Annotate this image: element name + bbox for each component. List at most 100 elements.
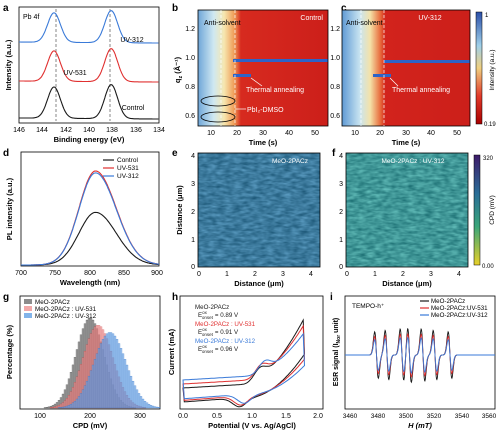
tag-uv312-f: MeO-2PACz : UV-312 bbox=[381, 158, 444, 165]
onset-sup: ox bbox=[202, 327, 208, 332]
histogram-bar bbox=[79, 393, 83, 409]
panel-letter-f: f bbox=[332, 148, 336, 159]
tick: 1 bbox=[191, 237, 195, 244]
panel-letter-a: a bbox=[3, 3, 9, 14]
onset-sym: E bbox=[198, 346, 202, 353]
histogram-bar bbox=[61, 406, 65, 409]
annotation-pb4f: Pb 4f bbox=[23, 14, 39, 21]
histogram-bar bbox=[85, 380, 89, 409]
tick: 0.0 bbox=[178, 413, 188, 420]
panel-d: d Control UV-531 UV-312 700 750 800 850 … bbox=[3, 148, 163, 287]
label-uv531: UV-531 bbox=[63, 70, 86, 77]
tick: 20 bbox=[376, 130, 384, 137]
tick: 700 bbox=[15, 270, 27, 277]
onset-sym: E bbox=[198, 312, 202, 319]
plot-frame-d bbox=[20, 151, 160, 267]
histogram-bar bbox=[103, 335, 107, 409]
plot-frame-f bbox=[345, 152, 469, 268]
histogram-bar bbox=[111, 333, 115, 409]
annotation-antisolvent-c: Anti-solvent bbox=[346, 20, 383, 27]
tick: 1.2 bbox=[185, 26, 195, 33]
tick: 1 bbox=[373, 271, 377, 278]
x-ticks-b: 10 20 30 40 50 bbox=[207, 130, 319, 137]
pl-curve-uv531 bbox=[21, 170, 159, 266]
x-axis-label-h: Potential (V vs. Ag/AgCl) bbox=[208, 421, 296, 430]
histogram-bar bbox=[149, 405, 153, 409]
tick: 146 bbox=[13, 127, 25, 134]
plot-frame-a bbox=[18, 6, 160, 124]
x-ticks-f: 0 1 2 3 4 bbox=[345, 271, 461, 278]
tick: 50 bbox=[453, 130, 461, 137]
panel-letter-c: c bbox=[341, 3, 347, 14]
annotation-annealing-c: Thermal annealing bbox=[392, 87, 450, 94]
heatmap-c bbox=[342, 10, 470, 126]
legend-swatch-meo2pacz bbox=[24, 299, 32, 304]
histogram-bar bbox=[133, 385, 137, 409]
panel-letter-h: h bbox=[172, 292, 178, 303]
histogram-bar bbox=[69, 403, 73, 409]
x-ticks-a: 146 144 142 140 138 136 134 bbox=[13, 127, 165, 134]
tick: 138 bbox=[106, 127, 118, 134]
colorbar-cpd bbox=[473, 154, 481, 266]
histogram-bar bbox=[91, 364, 95, 409]
x-ticks-g: 100 200 300 bbox=[34, 413, 146, 420]
tick: 1.0 bbox=[185, 55, 195, 62]
legend-label-uv312: UV-312 bbox=[117, 173, 139, 180]
tag-control: Control bbox=[300, 15, 323, 22]
panel-letter-d: d bbox=[3, 148, 9, 159]
histogram-bar bbox=[131, 380, 135, 409]
histogram-bar bbox=[153, 406, 157, 409]
histogram-bar bbox=[55, 405, 59, 409]
x-axis-label-c: Time (s) bbox=[392, 138, 421, 147]
blue-band-low-c bbox=[373, 74, 391, 77]
legend-label-control: Control bbox=[117, 157, 139, 164]
tick: 200 bbox=[84, 413, 96, 420]
y-axis-label-i: ESR signal (INor unit) bbox=[333, 318, 342, 387]
tick: 50 bbox=[311, 130, 319, 137]
y-label-unit: (Å⁻¹) bbox=[173, 56, 182, 73]
plot-frame-h bbox=[179, 295, 324, 410]
panel-b: b Control Anti-solvent Thermal annealing… bbox=[172, 3, 329, 147]
tick: 1 bbox=[225, 271, 229, 278]
plot-frame-c bbox=[341, 9, 471, 127]
histogram-bar bbox=[137, 393, 141, 409]
onset-h-2: Eox onset = 0.96 V bbox=[198, 344, 239, 354]
tick: 3460 bbox=[343, 413, 358, 420]
panel-a: a Pb 4f UV-312 UV-531 Control 146 144 14… bbox=[3, 3, 165, 144]
panel-h: h MeO-2PACz Eox onset = 0.89 V MeO-2PACz :… bbox=[167, 292, 324, 430]
histogram-bar bbox=[95, 353, 99, 409]
tick: 4 bbox=[457, 271, 461, 278]
xps-curve-control bbox=[19, 84, 159, 120]
pl-curve-uv312 bbox=[21, 172, 160, 266]
cbar-min-f: 0.00 bbox=[482, 264, 494, 270]
cbar-min-c: 0.19 bbox=[484, 122, 496, 128]
histogram-bar bbox=[117, 343, 121, 409]
tick: 3540 bbox=[455, 413, 470, 420]
onset-sup: ox bbox=[202, 344, 208, 349]
histogram-bar bbox=[73, 400, 77, 409]
tag-meo2pacz-e: MeO-2PACz bbox=[272, 158, 308, 165]
tick: 300 bbox=[134, 413, 146, 420]
histogram-bar bbox=[99, 343, 103, 409]
blue-band-low-b bbox=[233, 74, 251, 77]
histogram-bar bbox=[67, 405, 71, 409]
tick: 100 bbox=[34, 413, 46, 420]
tick: 2 bbox=[401, 271, 405, 278]
legend-swatch-uv312 bbox=[24, 313, 32, 318]
histogram-bar bbox=[71, 402, 75, 409]
legend-label-uv312: MeO-2PACz : UV-312 bbox=[35, 313, 97, 320]
histogram-bar bbox=[87, 375, 91, 409]
tick: 3500 bbox=[399, 413, 414, 420]
histogram-bar bbox=[105, 333, 109, 409]
onset-sup: ox bbox=[202, 310, 208, 315]
tick: 0 bbox=[345, 271, 349, 278]
histogram-bar bbox=[53, 406, 57, 409]
histogram-bar bbox=[45, 407, 49, 409]
y-ticks-c: 1.2 1.0 0.8 0.6 bbox=[330, 26, 340, 120]
legend-label-h-2: MeO-2PACz : UV-312 bbox=[195, 338, 256, 345]
tick: 10 bbox=[207, 130, 215, 137]
legend-i: MeO-2PACz MeO-2PACz:UV-531 MeO-2PACz:UV-… bbox=[420, 298, 488, 319]
histogram-bar bbox=[139, 396, 143, 409]
histogram-bar bbox=[127, 370, 131, 409]
onset-sub: onset bbox=[202, 349, 214, 354]
